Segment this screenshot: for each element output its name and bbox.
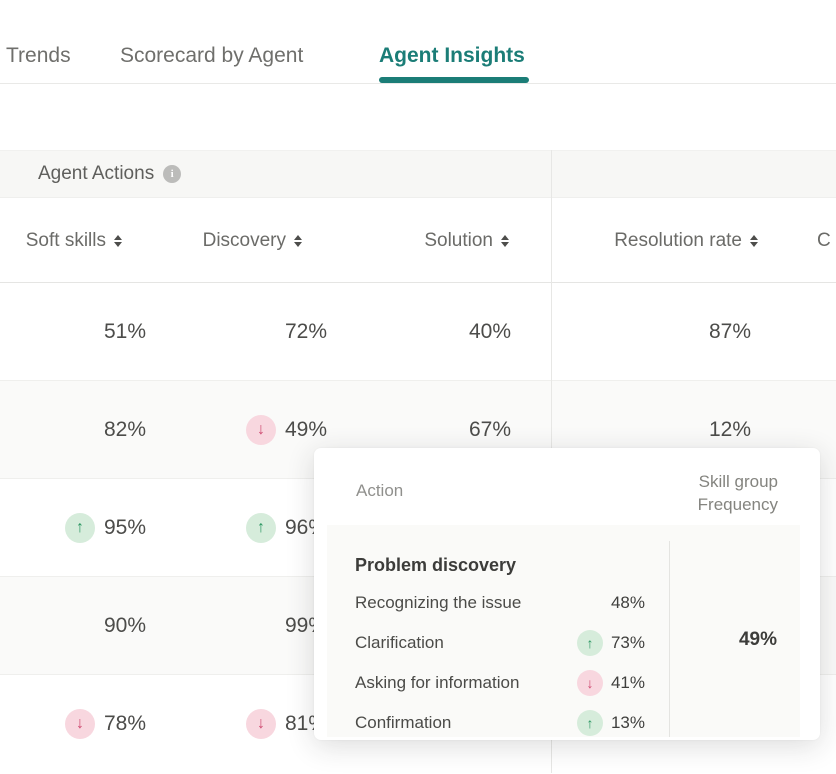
cell-soft-skills: 51% (8, 320, 166, 344)
column-header-label: Solution (424, 229, 493, 251)
tooltip-item: Recognizing the issue 48% (355, 583, 645, 623)
active-tab-underline (379, 77, 529, 83)
table-group-header: Agent Actions i (0, 150, 836, 198)
tooltip-item-label: Confirmation (355, 713, 452, 732)
cell-soft-skills: ↑ 95% (8, 512, 166, 543)
cell-value: 12% (708, 417, 751, 441)
cell-discovery: 72% (166, 320, 347, 344)
tooltip-column-divider (669, 541, 670, 737)
column-header-label: Soft skills (25, 229, 106, 251)
cell-solution: 40% (347, 320, 531, 344)
column-header-solution[interactable]: Solution (347, 230, 531, 252)
cell-value: 49% (284, 417, 327, 441)
tooltip-item-value-group: ↑ 73% (576, 630, 645, 656)
cell-resolution-rate: 12% (553, 418, 771, 442)
tooltip-item-value-group: ↑ 13% (576, 710, 645, 736)
tooltip-item-label: Asking for information (355, 673, 520, 692)
agent-actions-tooltip: Action Skill group Frequency Problem dis… (314, 448, 820, 740)
cell-value: 67% (468, 417, 511, 441)
tooltip-item-value-group: ↓ 41% (576, 670, 645, 696)
column-header-label: Resolution rate (614, 229, 742, 251)
trend-down-icon: ↓ (245, 414, 276, 445)
cell-resolution-rate: 87% (553, 320, 771, 344)
sort-icon (501, 234, 509, 247)
tooltip-item-label: Recognizing the issue (355, 593, 522, 612)
table-row[interactable]: 51% 72% 40% 87% (0, 283, 836, 381)
trend-up-icon: ↑ (245, 512, 276, 543)
cell-soft-skills: ↓ 78% (8, 709, 166, 739)
tab-agent-insights[interactable]: Agent Insights (379, 44, 525, 67)
trend-up-icon: ↑ (576, 710, 603, 736)
tab-trends[interactable]: Trends (6, 44, 71, 67)
tooltip-item-value: 73% (610, 633, 645, 652)
cell-value: 72% (284, 319, 327, 343)
column-header-soft-skills[interactable]: Soft skills (0, 230, 166, 252)
sort-icon (114, 234, 122, 247)
tooltip-header-line: Frequency (697, 495, 778, 514)
tooltip-action-header: Action (356, 481, 404, 500)
tooltip-group-title: Problem discovery (355, 554, 517, 575)
cell-soft-skills: 82% (8, 418, 166, 442)
trend-up-icon: ↑ (576, 630, 603, 656)
cell-value: 51% (103, 319, 146, 343)
tooltip-item-label: Clarification (355, 633, 444, 652)
column-header-resolution-rate[interactable]: Resolution rate (553, 230, 771, 252)
tab-bar: Trends Scorecard by Agent Agent Insights (0, 0, 836, 84)
tooltip-item-value: 13% (610, 713, 645, 732)
tab-scorecard-by-agent[interactable]: Scorecard by Agent (120, 44, 304, 67)
sort-icon (750, 234, 758, 247)
sort-icon (294, 234, 302, 247)
column-header-partial[interactable]: C (771, 230, 836, 252)
column-header-row: Soft skills Discovery Solution Resolutio… (0, 199, 836, 283)
cell-value: 82% (103, 417, 146, 441)
trend-down-icon: ↓ (576, 670, 603, 696)
tooltip-item-value: 48% (610, 593, 645, 612)
cell-value: 90% (103, 613, 146, 637)
tooltip-skill-group-frequency-value: 49% (738, 629, 777, 650)
tooltip-item: Confirmation ↑ 13% (355, 703, 645, 737)
cell-value: 87% (708, 319, 751, 343)
tooltip-item-value: 41% (610, 673, 645, 692)
tooltip-item: Asking for information ↓ 41% (355, 663, 645, 703)
cell-discovery: ↓ 49% (166, 414, 347, 445)
trend-down-icon: ↓ (245, 709, 276, 739)
tooltip-skill-group-frequency-header: Skill group Frequency (698, 470, 778, 516)
column-header-label: C (817, 229, 831, 251)
tooltip-item: Clarification ↑ 73% (355, 623, 645, 663)
info-icon[interactable]: i (163, 165, 182, 183)
cell-value: 95% (103, 515, 146, 539)
cell-value: 78% (103, 712, 146, 735)
group-header-label: Agent Actions (38, 163, 155, 184)
column-header-discovery[interactable]: Discovery (166, 230, 347, 252)
cell-value: 40% (468, 319, 511, 343)
tooltip-item-value-group: 48% (611, 593, 645, 613)
tooltip-header-line: Skill group (698, 472, 778, 491)
column-header-label: Discovery (202, 229, 286, 251)
cell-soft-skills: 90% (8, 614, 166, 638)
tooltip-action-list: Problem discovery Recognizing the issue … (355, 547, 645, 737)
trend-up-icon: ↑ (64, 512, 95, 543)
cell-solution: 67% (347, 418, 531, 442)
trend-down-icon: ↓ (64, 709, 95, 739)
tooltip-panel: Problem discovery Recognizing the issue … (327, 525, 800, 737)
